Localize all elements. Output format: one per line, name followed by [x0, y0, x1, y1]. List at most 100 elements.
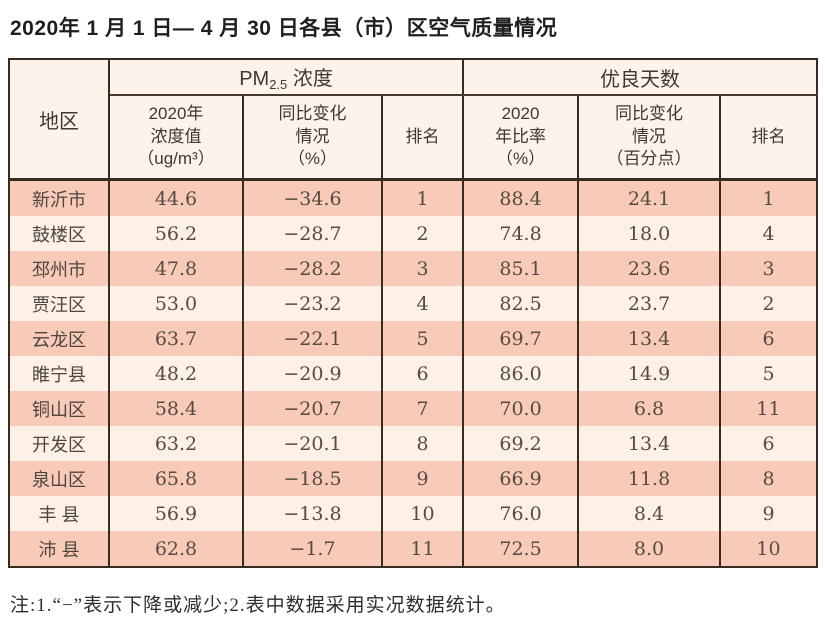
good-days-ratio-cell: 76.0 [462, 496, 580, 531]
good-days-rank-cell: 9 [719, 496, 819, 531]
good-days-ratio-cell: 82.5 [462, 286, 580, 321]
good-days-ratio-cell: 85.1 [462, 251, 580, 286]
pm-value-cell: 63.2 [108, 426, 244, 461]
region-cell: 云龙区 [8, 321, 110, 356]
pm-rank-cell: 6 [380, 356, 465, 391]
pm-value-cell: 56.9 [108, 496, 244, 531]
pm-value-cell: 47.8 [108, 251, 244, 286]
good-days-change-cell: 14.9 [577, 356, 722, 391]
air-quality-table: 地区 PM2.5 浓度 优良天数 2020年 浓度值 （ug/m³） 同比变化 … [8, 58, 819, 568]
good-days-rank-cell: 4 [719, 216, 819, 251]
pm-rank-cell: 1 [380, 179, 465, 216]
page-title: 2020年 1 月 1 日— 4 月 30 日各县（市）区空气质量情况 [10, 17, 558, 40]
good-days-change-cell: 11.8 [577, 461, 722, 496]
table-row: 贾汪区 53.0 −23.2 4 82.5 23.7 2 [8, 286, 819, 321]
region-cell: 新沂市 [8, 179, 110, 216]
good-days-rank-cell: 6 [719, 321, 819, 356]
good-days-change-cell: 23.7 [577, 286, 722, 321]
pm25-label-subscript: 2.5 [269, 77, 288, 92]
footnote: 注:1.“−”表示下降或减少;2.表中数据采用实况数据统计。 [10, 595, 506, 616]
good-days-ratio-cell: 70.0 [462, 391, 580, 426]
pm-value-cell: 63.7 [108, 321, 244, 356]
good-days-change-cell: 6.8 [577, 391, 722, 426]
pm-rank-cell: 9 [380, 461, 465, 496]
good-days-rank-cell: 6 [719, 426, 819, 461]
pm-rank-cell: 2 [380, 216, 465, 251]
good-days-rank-cell: 3 [719, 251, 819, 286]
good-days-ratio-cell: 66.9 [462, 461, 580, 496]
pm-rank-cell: 7 [380, 391, 465, 426]
region-cell: 贾汪区 [8, 286, 110, 321]
region-cell: 铜山区 [8, 391, 110, 426]
pm-value-cell: 65.8 [108, 461, 244, 496]
region-cell: 睢宁县 [8, 356, 110, 391]
table-row: 开发区 63.2 −20.1 8 69.2 13.4 6 [8, 426, 819, 461]
region-cell: 邳州市 [8, 251, 110, 286]
pm-value-cell: 53.0 [108, 286, 244, 321]
good-days-change-cell: 13.4 [577, 321, 722, 356]
pm-change-cell: −20.9 [242, 356, 383, 391]
good-days-change-cell: 13.4 [577, 426, 722, 461]
pm-change-header: 同比变化 情况 （%） [242, 95, 383, 181]
good-days-rank-cell: 8 [719, 461, 819, 496]
pm-rank-cell: 5 [380, 321, 465, 356]
pm-rank-cell: 4 [380, 286, 465, 321]
pm-rank-header: 排名 [380, 95, 465, 181]
table-row: 鼓楼区 56.2 −28.7 2 74.8 18.0 4 [8, 216, 819, 251]
good-days-rank-cell: 2 [719, 286, 819, 321]
pm-change-cell: −20.7 [242, 391, 383, 426]
good-days-ratio-cell: 69.7 [462, 321, 580, 356]
good-days-change-cell: 8.0 [577, 531, 722, 567]
region-column-header: 地区 [8, 59, 110, 181]
pm-change-cell: −13.8 [242, 496, 383, 531]
table-row: 丰 县 56.9 −13.8 10 76.0 8.4 9 [8, 496, 819, 531]
good-days-ratio-cell: 74.8 [462, 216, 580, 251]
pm25-label-tail: 浓度 [287, 68, 333, 90]
pm-rank-cell: 3 [380, 251, 465, 286]
good-days-ratio-cell: 88.4 [462, 179, 580, 216]
pm-value-cell: 56.2 [108, 216, 244, 251]
table-row: 铜山区 58.4 −20.7 7 70.0 6.8 11 [8, 391, 819, 426]
pm-change-cell: −34.6 [242, 179, 383, 216]
region-cell: 沛 县 [8, 531, 110, 567]
pm-change-cell: −23.2 [242, 286, 383, 321]
region-cell: 开发区 [8, 426, 110, 461]
good-days-change-cell: 24.1 [577, 179, 722, 216]
sub-header-row: 2020年 浓度值 （ug/m³） 同比变化 情况 （%） 排名 2020 年比… [9, 95, 819, 181]
pm-change-cell: −28.7 [242, 216, 383, 251]
table-row: 云龙区 63.7 −22.1 5 69.7 13.4 6 [8, 321, 819, 356]
good-days-ratio-cell: 72.5 [462, 531, 580, 567]
table-row: 泉山区 65.8 −18.5 9 66.9 11.8 8 [8, 461, 819, 496]
table-row: 邳州市 47.8 −28.2 3 85.1 23.6 3 [8, 251, 819, 286]
region-cell: 丰 县 [8, 496, 110, 531]
pm-value-cell: 48.2 [108, 356, 244, 391]
pm-change-cell: −1.7 [242, 531, 383, 567]
good-days-ratio-cell: 86.0 [462, 356, 580, 391]
pm-value-cell: 62.8 [108, 531, 244, 567]
pm-change-cell: −22.1 [242, 321, 383, 356]
pm-rank-cell: 10 [380, 496, 465, 531]
good-days-rank-cell: 10 [719, 531, 819, 567]
good-days-rank-cell: 1 [719, 179, 819, 216]
good-change-header: 同比变化 情况 （百分点） [577, 95, 722, 181]
good-ratio-header: 2020 年比率 （%） [462, 95, 580, 181]
good-days-ratio-cell: 69.2 [462, 426, 580, 461]
table-row: 睢宁县 48.2 −20.9 6 86.0 14.9 5 [8, 356, 819, 391]
table-row: 新沂市 44.6 −34.6 1 88.4 24.1 1 [8, 179, 819, 216]
pm25-group-header: PM2.5 浓度 [107, 59, 465, 96]
region-cell: 泉山区 [8, 461, 110, 496]
good-days-group-header: 优良天数 [462, 59, 819, 96]
pm-rank-cell: 11 [380, 531, 465, 567]
pm-value-cell: 44.6 [108, 179, 244, 216]
pm-change-cell: −28.2 [242, 251, 383, 286]
table-row: 沛 县 62.8 −1.7 11 72.5 8.0 10 [8, 531, 819, 567]
good-days-rank-cell: 11 [719, 391, 819, 426]
good-rank-header: 排名 [719, 95, 819, 181]
pm-change-cell: −18.5 [242, 461, 383, 496]
good-days-rank-cell: 5 [719, 356, 819, 391]
pm-value-cell: 58.4 [108, 391, 244, 426]
group-header-row: 地区 PM2.5 浓度 优良天数 [8, 59, 819, 181]
pm-rank-cell: 8 [380, 426, 465, 461]
good-days-change-cell: 8.4 [577, 496, 722, 531]
